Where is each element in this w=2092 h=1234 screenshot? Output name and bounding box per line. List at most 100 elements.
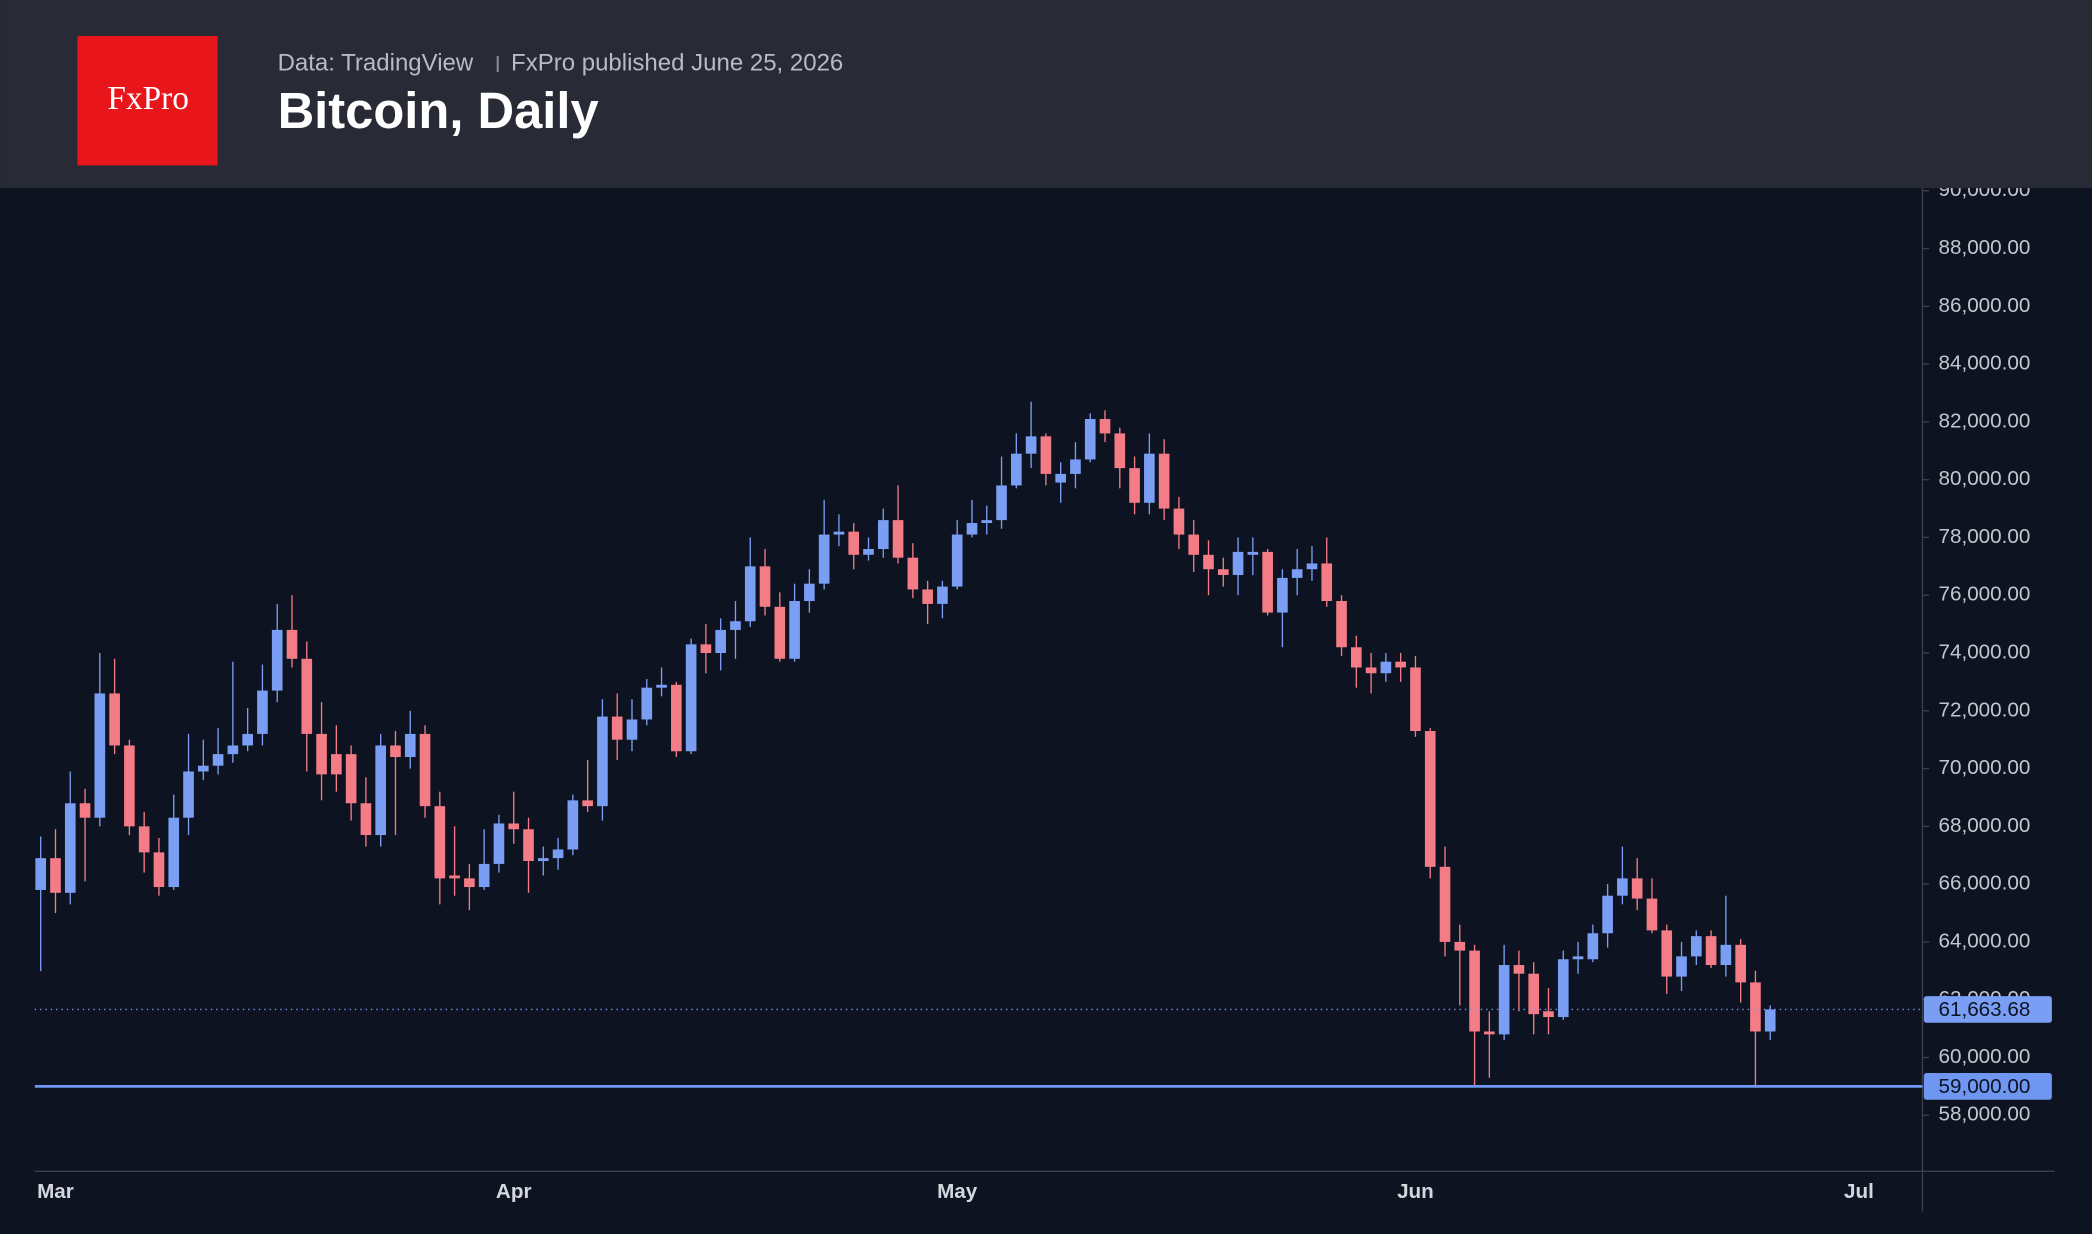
candle-body bbox=[138, 826, 150, 853]
x-tick-label: Mar bbox=[37, 1180, 74, 1203]
candle-body bbox=[79, 803, 91, 818]
candle-body bbox=[863, 549, 874, 555]
candle-body bbox=[1676, 956, 1687, 977]
candle-body bbox=[1277, 577, 1288, 613]
candle-body bbox=[1484, 1031, 1495, 1035]
candle-body bbox=[981, 520, 993, 524]
candle-body bbox=[996, 485, 1007, 521]
candle-body bbox=[892, 520, 904, 558]
candle-body bbox=[1247, 551, 1259, 555]
candle-body bbox=[1188, 534, 1200, 555]
candle-body bbox=[449, 875, 460, 879]
candle-body bbox=[1617, 878, 1628, 896]
candle-body bbox=[1055, 473, 1066, 483]
candle-body bbox=[641, 687, 653, 720]
candle-body bbox=[153, 852, 165, 888]
x-tick-label: May bbox=[937, 1180, 978, 1203]
candle-body bbox=[1129, 468, 1140, 503]
candle-body bbox=[183, 771, 194, 818]
header-bar bbox=[0, 0, 2092, 189]
candle-body bbox=[1395, 661, 1406, 668]
candle-body bbox=[242, 733, 253, 746]
y-tick-label: 76,000.00 bbox=[1938, 583, 2030, 606]
candle-body bbox=[508, 823, 520, 830]
candle-body bbox=[1025, 436, 1037, 454]
candle-body bbox=[94, 693, 106, 818]
candle-body bbox=[1144, 453, 1155, 503]
logo-box bbox=[77, 36, 218, 166]
candle-body bbox=[1690, 936, 1702, 957]
level-label: 59,000.00 bbox=[1938, 1075, 2030, 1098]
candle-body bbox=[1070, 459, 1081, 474]
candle-body bbox=[1306, 563, 1318, 570]
y-tick-label: 66,000.00 bbox=[1938, 872, 2030, 895]
candle-body bbox=[212, 754, 224, 766]
candle-body bbox=[597, 716, 608, 807]
published: FxPro published June 25, 2026 bbox=[511, 49, 843, 76]
candle-body bbox=[316, 733, 327, 775]
candle-body bbox=[1114, 433, 1126, 469]
candle-body bbox=[1099, 419, 1111, 434]
candle-body bbox=[109, 693, 120, 746]
candle-body bbox=[1410, 667, 1421, 732]
candle-body bbox=[404, 733, 416, 758]
candle-body bbox=[227, 745, 239, 755]
y-tick-label: 84,000.00 bbox=[1938, 352, 2030, 375]
candle-body bbox=[626, 719, 638, 740]
candle-body bbox=[877, 520, 889, 550]
candle-body bbox=[951, 534, 963, 587]
candle-body bbox=[715, 629, 727, 654]
candle-body bbox=[257, 690, 268, 734]
candle-body bbox=[35, 858, 47, 890]
candle-body bbox=[1735, 944, 1746, 983]
candle-body bbox=[744, 566, 756, 622]
candle-body bbox=[1528, 973, 1540, 1015]
candle-body bbox=[1750, 982, 1761, 1032]
candle-body bbox=[611, 716, 623, 740]
price-label: 61,663.68 bbox=[1938, 998, 2030, 1021]
candle-body bbox=[197, 765, 209, 772]
candle-body bbox=[1557, 959, 1569, 1018]
header: FxPro Data: TradingView FxPro published … bbox=[0, 0, 2092, 189]
candle-body bbox=[1158, 453, 1170, 509]
candle-body bbox=[419, 733, 431, 807]
candle-body bbox=[1262, 551, 1273, 613]
candle-body bbox=[774, 606, 786, 659]
y-tick-label: 80,000.00 bbox=[1938, 467, 2030, 490]
candle-body bbox=[1217, 569, 1229, 576]
candle-body bbox=[818, 534, 830, 584]
candle-body bbox=[124, 745, 135, 827]
candle-body bbox=[937, 586, 948, 604]
candle-body bbox=[789, 601, 800, 659]
candle-body bbox=[1513, 965, 1525, 974]
candle-body bbox=[464, 878, 475, 888]
y-tick-label: 60,000.00 bbox=[1938, 1045, 2030, 1068]
candle-body bbox=[1084, 419, 1096, 460]
candle-body bbox=[1380, 661, 1392, 674]
y-tick-label: 86,000.00 bbox=[1938, 294, 2030, 317]
candle-body bbox=[537, 858, 549, 862]
price-label-box bbox=[1923, 996, 2052, 1023]
candle-body bbox=[50, 858, 61, 893]
candle-body bbox=[271, 629, 283, 691]
candle-body bbox=[1291, 569, 1303, 578]
y-tick-label: 58,000.00 bbox=[1938, 1103, 2030, 1126]
candle-body bbox=[1646, 898, 1658, 931]
candle-body bbox=[1572, 956, 1584, 960]
candle-body bbox=[331, 754, 342, 775]
candle-body bbox=[1454, 941, 1466, 951]
y-tick-label: 82,000.00 bbox=[1938, 409, 2030, 432]
candle-body bbox=[1040, 436, 1052, 474]
y-tick-label: 88,000.00 bbox=[1938, 236, 2030, 259]
candle-body bbox=[1720, 944, 1732, 966]
y-tick-label: 78,000.00 bbox=[1938, 525, 2030, 548]
candle-body bbox=[922, 589, 933, 604]
candle-body bbox=[1602, 895, 1613, 934]
candle-body bbox=[1336, 601, 1347, 648]
candle-body bbox=[759, 566, 771, 607]
candle-body bbox=[286, 629, 298, 659]
candle-body bbox=[848, 531, 860, 555]
